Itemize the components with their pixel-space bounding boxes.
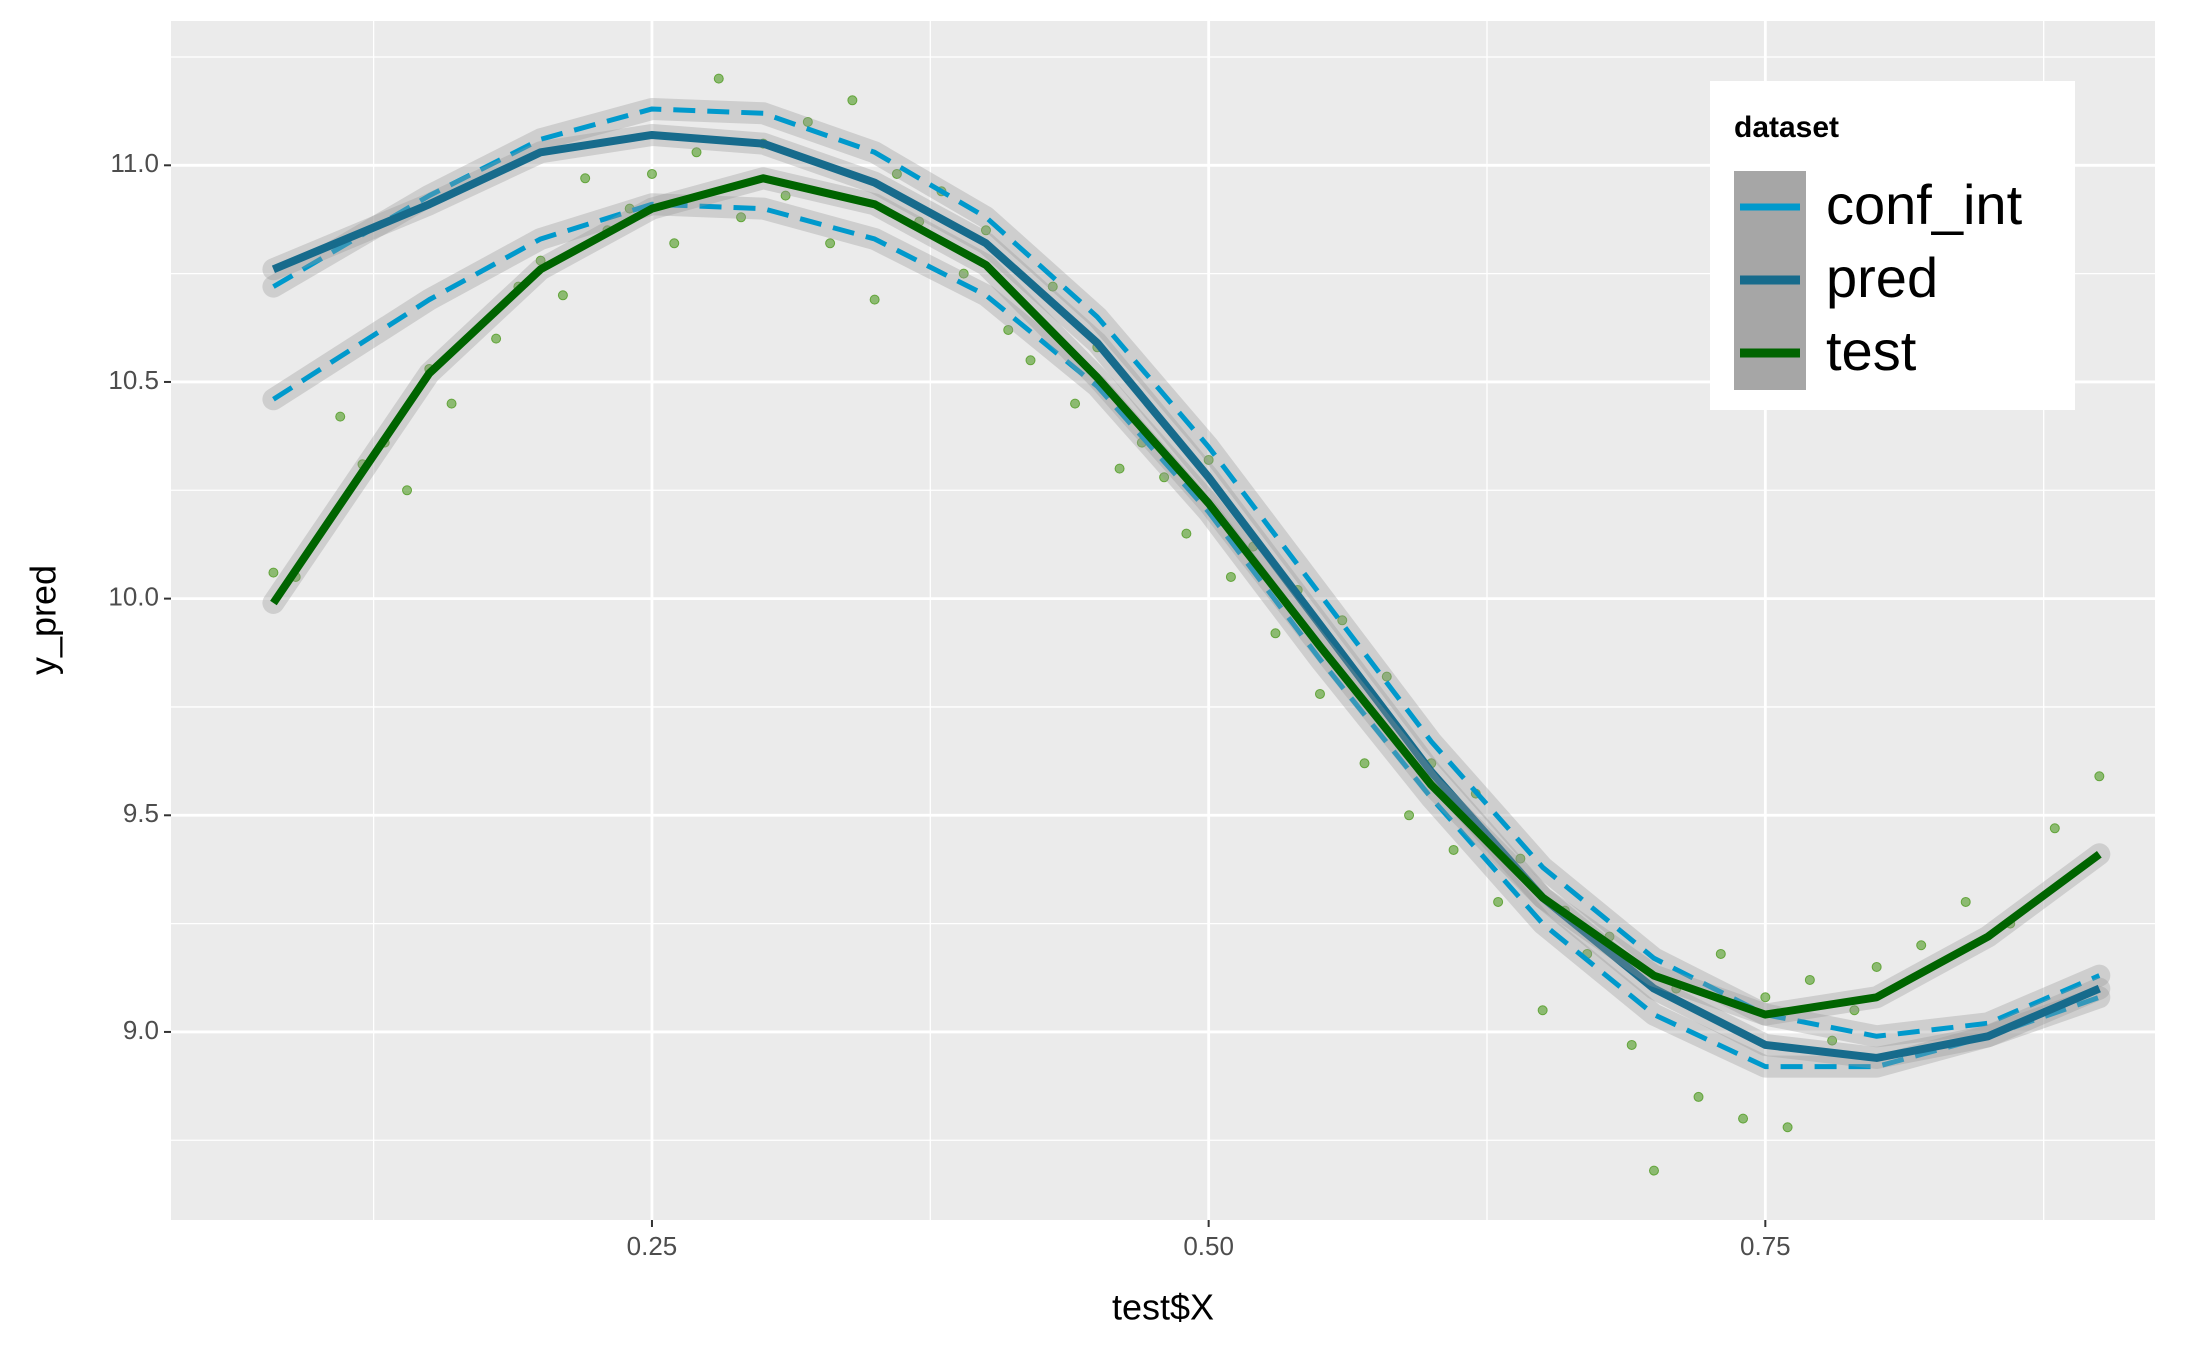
point (1070, 398, 1081, 409)
point (1314, 688, 1325, 699)
point (1537, 1005, 1548, 1016)
y-tick-label: 10.5 (108, 365, 159, 395)
point (691, 147, 702, 158)
point (1025, 355, 1036, 366)
point (1827, 1035, 1838, 1046)
point (1738, 1113, 1749, 1124)
y-tick-label: 9.0 (123, 1015, 159, 1045)
point (646, 168, 657, 179)
point (1515, 853, 1526, 864)
point (1849, 1005, 1860, 1016)
marks (262, 73, 2111, 1176)
point (713, 73, 724, 84)
y-axis-title: y_pred (23, 565, 64, 675)
point (780, 190, 791, 201)
y-tick-label: 11.0 (110, 148, 159, 178)
point (1804, 974, 1815, 985)
point (958, 268, 969, 279)
legend-label: test (1826, 319, 1917, 382)
point (1270, 628, 1281, 639)
x-axis-title: test$X (1112, 1287, 1214, 1328)
point (580, 173, 591, 184)
point (491, 333, 502, 344)
point (1448, 844, 1459, 855)
point (1114, 463, 1125, 474)
y-tick-label: 9.5 (123, 798, 159, 828)
line (271, 130, 2101, 1062)
point (1359, 758, 1370, 769)
point (1493, 896, 1504, 907)
point (1871, 961, 1882, 972)
legend-label: pred (1826, 246, 1938, 309)
point (1159, 472, 1170, 483)
grid (171, 21, 2155, 1220)
point (980, 225, 991, 236)
point (1760, 992, 1771, 1003)
point (1225, 571, 1236, 582)
point (1626, 1039, 1637, 1050)
point (1782, 1122, 1793, 1133)
point (1203, 454, 1214, 465)
point (869, 294, 880, 305)
point (1337, 615, 1348, 626)
legend-label: conf_int (1826, 173, 2023, 236)
point (1960, 896, 1971, 907)
line (272, 201, 2101, 1070)
point (1003, 324, 1014, 335)
point (669, 238, 680, 249)
point (891, 168, 902, 179)
x-tick-label: 0.25 (627, 1231, 678, 1261)
point (1404, 810, 1415, 821)
line (270, 174, 2102, 1019)
point (402, 485, 413, 496)
point (847, 95, 858, 106)
point (1047, 281, 1058, 292)
line (272, 106, 2101, 1039)
point (2094, 771, 2105, 782)
point (268, 567, 279, 578)
point (1648, 1165, 1659, 1176)
point (1916, 940, 1927, 951)
point (2049, 823, 2060, 834)
legend-title: dataset (1734, 111, 1839, 144)
point (1693, 1091, 1704, 1102)
point (1181, 528, 1192, 539)
point (825, 238, 836, 249)
x-tick-label: 0.75 (1740, 1231, 1791, 1261)
point (446, 398, 457, 409)
point (1715, 948, 1726, 959)
x-tick-label: 0.50 (1183, 1231, 1234, 1261)
y-tick-label: 10.0 (108, 581, 159, 611)
point (335, 411, 346, 422)
point (557, 290, 568, 301)
point (1381, 671, 1392, 682)
point (736, 212, 747, 223)
